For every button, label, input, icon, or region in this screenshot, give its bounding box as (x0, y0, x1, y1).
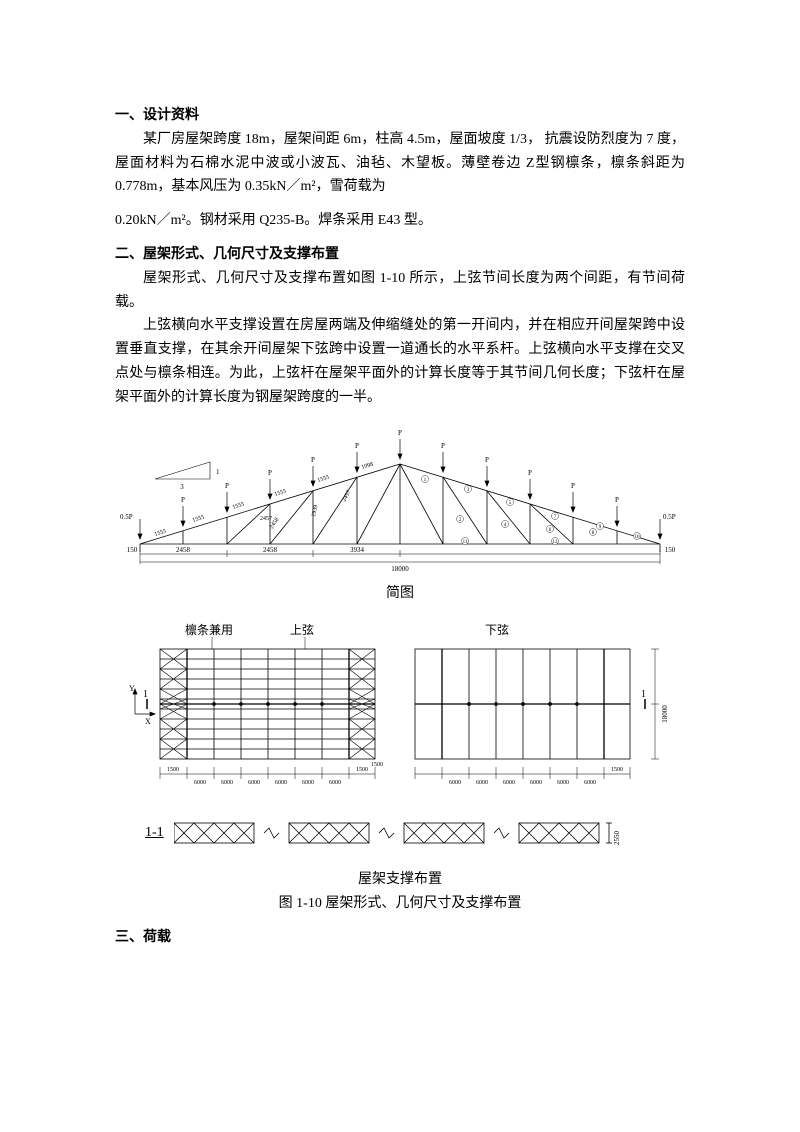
dim-18000: 18000 (391, 565, 409, 573)
dim-6000: 6000 (194, 780, 206, 786)
dim-2458-2: 2458 (263, 546, 278, 554)
mbr-2457: 2457 (260, 516, 272, 522)
mbr-1555: 1555 (274, 488, 287, 497)
mbr-1555: 1555 (317, 474, 330, 483)
section-1-para-2: 0.20kN／m²。钢材采用 Q235-B。焊条采用 E43 型。 (115, 209, 685, 233)
figure-caption-line-1: 屋架支撑布置 (115, 868, 685, 892)
dim-6000: 6000 (329, 780, 341, 786)
section-1-1: 1-1 (115, 818, 685, 848)
dim-1500rr: 1500 (611, 767, 623, 773)
dim-6000: 6000 (248, 780, 260, 786)
dim-1500r: 1500 (356, 767, 368, 773)
load-p: P (441, 442, 445, 450)
mbr-1555: 1555 (192, 514, 205, 523)
dim-6000: 6000 (530, 780, 542, 786)
dim-6000: 6000 (275, 780, 287, 786)
dim-6000: 6000 (557, 780, 569, 786)
section-2-para-1: 屋架形式、几何尺寸及支撑布置如图 1-10 所示，上弦节间长度为两个间距，有节间… (115, 267, 685, 315)
load-half-p-right: 0.5P (663, 513, 676, 521)
dim-150-l: 150 (127, 546, 138, 554)
slope-1: 1 (216, 468, 220, 476)
load-half-p-left: 0.5P (120, 513, 133, 521)
section-mark-1a: 1 (143, 689, 148, 700)
section-mark-1b: 1 (641, 689, 646, 700)
slope-3: 3 (180, 483, 184, 491)
figure-caption-block: 屋架支撑布置 图 1-10 屋架形式、几何尺寸及支撑布置 (115, 868, 685, 916)
diagram-1-caption: 简图 (115, 582, 685, 606)
svg-text:10: 10 (635, 535, 641, 540)
section-2-para-2: 上弦横向水平支撑设置在房屋两端及伸缩缝处的第一开间内，并在相应开间屋架跨中设置垂… (115, 314, 685, 409)
axis-x: X (145, 717, 151, 726)
svg-text:11: 11 (463, 540, 468, 545)
dim-2550: 2550 (613, 831, 621, 846)
axis-y: Y (129, 684, 135, 693)
section-1-para-1: 某厂房屋架跨度 18m，屋架间距 6m，柱高 4.5m，屋面坡度 1/3， 抗震… (115, 128, 685, 199)
mbr-1098: 1098 (361, 461, 374, 470)
dim-2458-1: 2458 (176, 546, 191, 554)
mbr-1939: 1939 (311, 504, 319, 517)
load-p: P (398, 429, 402, 437)
section-2-heading: 二、屋架形式、几何尺寸及支撑布置 (115, 243, 685, 267)
truss-elevation-diagram: P P P P P P P P P P P 3 1 0.5P 0.5P 1555… (115, 424, 685, 574)
dim-6000: 6000 (476, 780, 488, 786)
dim-6000: 6000 (584, 780, 596, 786)
load-p: P (528, 469, 532, 477)
section-1-1-label: 1-1 (145, 821, 164, 845)
bottom-chord-label: 下弦 (485, 622, 509, 637)
dim-1500q: 1500 (371, 762, 383, 768)
mbr-1555: 1555 (232, 501, 245, 510)
mbr-2457: 2457 (341, 489, 352, 502)
section-1-heading: 一、设计资料 (115, 104, 685, 128)
plan-view-diagram: 檩条兼用 上弦 下弦 (115, 619, 685, 804)
svg-text:12: 12 (553, 540, 559, 545)
load-p: P (485, 456, 489, 464)
top-chord-label: 上弦 (290, 622, 314, 637)
figure-caption-line-2: 图 1-10 屋架形式、几何尺寸及支撑布置 (115, 892, 685, 916)
load-p: P (615, 496, 619, 504)
load-p: P (571, 482, 575, 490)
dim-150-r: 150 (665, 546, 676, 554)
load-p: P (268, 469, 272, 477)
dim-1500: 1500 (167, 767, 179, 773)
load-p: P (181, 496, 185, 504)
section-3-heading: 三、荷载 (115, 926, 685, 950)
dim-6000: 6000 (503, 780, 515, 786)
load-p: P (311, 456, 315, 464)
dim-6000: 6000 (221, 780, 233, 786)
load-p: P (355, 442, 359, 450)
load-p: P (225, 482, 229, 490)
purlin-label: 檩条兼用 (185, 622, 233, 637)
dim-18000-v: 18000 (661, 705, 669, 723)
dim-6000: 6000 (449, 780, 461, 786)
dim-6000: 6000 (302, 780, 314, 786)
dim-3934: 3934 (350, 546, 365, 554)
